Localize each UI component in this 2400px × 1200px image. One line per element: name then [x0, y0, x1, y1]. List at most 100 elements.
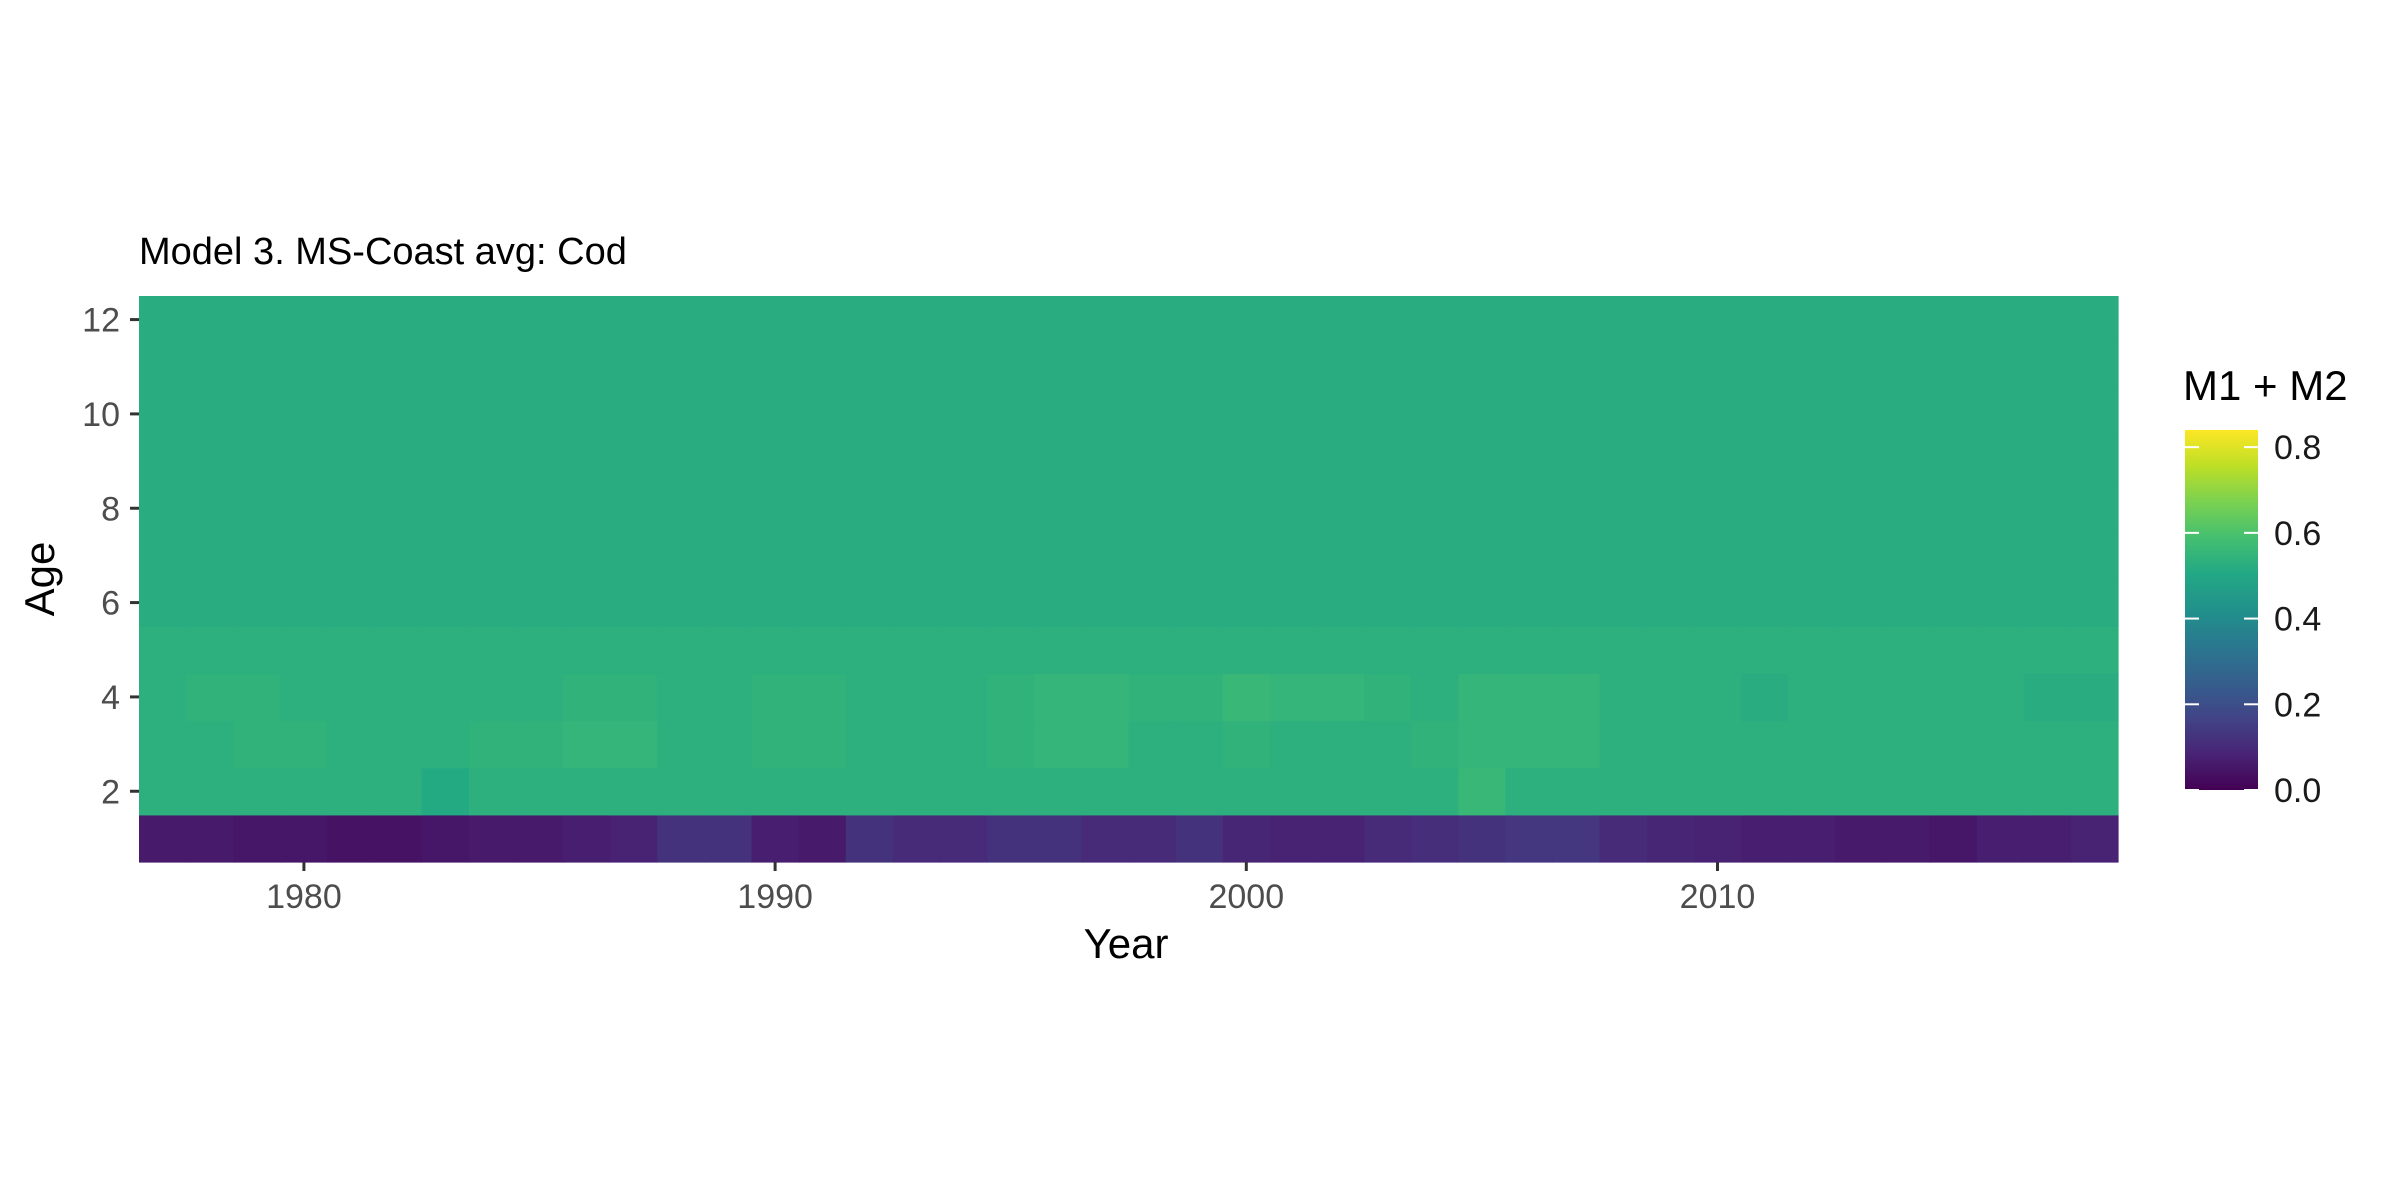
- heatmap-cell: [704, 484, 753, 533]
- heatmap-cell: [468, 343, 517, 391]
- heatmap-cell: [515, 720, 564, 769]
- heatmap-cell: [1269, 437, 1318, 486]
- heatmap-cell: [1646, 814, 1695, 863]
- heatmap-cell: [657, 673, 706, 722]
- heatmap-cell: [139, 720, 187, 769]
- heatmap-cell: [1693, 626, 1742, 674]
- heatmap-cell: [987, 390, 1035, 439]
- heatmap-cell: [1269, 531, 1318, 580]
- heatmap-cell: [704, 437, 753, 486]
- heatmap-cell: [704, 390, 753, 439]
- heatmap-cell: [1081, 767, 1130, 816]
- heatmap-cell: [233, 437, 281, 486]
- heatmap-cell: [139, 390, 187, 439]
- heatmap-cell: [1976, 814, 2025, 863]
- heatmap-cell: [1505, 390, 1554, 439]
- heatmap-cell: [987, 484, 1035, 533]
- heatmap-cell: [1693, 390, 1742, 439]
- heatmap-cell: [987, 720, 1035, 769]
- heatmap-cell: [1882, 626, 1931, 674]
- heatmap-cell: [657, 720, 706, 769]
- heatmap-cell: [186, 296, 234, 344]
- heatmap-cell: [1976, 531, 2025, 580]
- heatmap-cell: [704, 531, 753, 580]
- heatmap-cell: [892, 720, 941, 769]
- heatmap-cell: [1364, 767, 1412, 816]
- heatmap-cell: [233, 296, 281, 344]
- heatmap-cell: [845, 343, 894, 391]
- heatmap-cell: [1882, 579, 1931, 627]
- x-tick-label: 2000: [1208, 878, 1284, 916]
- heatmap-cell: [327, 814, 376, 863]
- heatmap-cell: [1882, 437, 1931, 486]
- heatmap-cell: [327, 484, 376, 533]
- heatmap-cell: [139, 484, 187, 533]
- heatmap-cell: [1741, 767, 1789, 816]
- heatmap-cell: [1316, 437, 1365, 486]
- heatmap-cell: [892, 437, 941, 486]
- heatmap-cell: [233, 814, 281, 863]
- heatmap-cell: [1552, 579, 1601, 627]
- heatmap-cell: [1929, 343, 1978, 391]
- heatmap-cell: [845, 626, 894, 674]
- heatmap-cell: [1128, 720, 1177, 769]
- heatmap-cell: [1741, 484, 1789, 533]
- heatmap-cell: [2023, 296, 2072, 344]
- heatmap-cell: [1175, 814, 1224, 863]
- heatmap-cell: [1316, 767, 1365, 816]
- heatmap-cell: [798, 390, 847, 439]
- heatmap-cell: [1222, 673, 1271, 722]
- heatmap-cell: [1034, 767, 1082, 816]
- heatmap-cell: [845, 296, 894, 344]
- heatmap-cell: [1599, 484, 1648, 533]
- heatmap-cell: [421, 579, 470, 627]
- heatmap-cell: [1788, 531, 1836, 580]
- heatmap-cell: [421, 296, 470, 344]
- heatmap-cell: [1835, 720, 1884, 769]
- heatmap-cell: [1175, 626, 1224, 674]
- heatmap-cell: [1929, 484, 1978, 533]
- heatmap-cell: [657, 484, 706, 533]
- heatmap-cell: [1081, 296, 1130, 344]
- heatmap-cell: [1222, 626, 1271, 674]
- heatmap-cell: [2070, 626, 2119, 674]
- heatmap-cell: [186, 531, 234, 580]
- heatmap-cell: [1222, 437, 1271, 486]
- heatmap-cell: [1646, 720, 1695, 769]
- heatmap-cell: [1741, 390, 1789, 439]
- heatmap-cell: [751, 720, 800, 769]
- heatmap-cell: [940, 767, 988, 816]
- heatmap-cell: [1458, 767, 1507, 816]
- heatmap-cell: [751, 673, 800, 722]
- heatmap-cell: [1128, 296, 1177, 344]
- heatmap-cell: [1741, 814, 1789, 863]
- heatmap-cell: [1882, 390, 1931, 439]
- heatmap-cell: [1741, 296, 1789, 344]
- heatmap-cell: [2023, 626, 2072, 674]
- heatmap-cell: [1316, 626, 1365, 674]
- heatmap-cell: [1788, 579, 1836, 627]
- heatmap-cell: [1505, 484, 1554, 533]
- heatmap-cell: [139, 437, 187, 486]
- heatmap-cell: [751, 767, 800, 816]
- heatmap-cell: [280, 814, 329, 863]
- heatmap-cell: [1693, 484, 1742, 533]
- heatmap-cell: [1693, 343, 1742, 391]
- heatmap-cell: [186, 767, 234, 816]
- heatmap-cell: [1364, 484, 1412, 533]
- heatmap-cell: [1128, 484, 1177, 533]
- heatmap-cell: [1835, 343, 1884, 391]
- heatmap-cell: [1034, 579, 1082, 627]
- heatmap-cell: [468, 626, 517, 674]
- heatmap-cell: [987, 579, 1035, 627]
- heatmap-cell: [1599, 767, 1648, 816]
- y-tick-label: 10: [82, 396, 120, 434]
- heatmap-cell: [1741, 579, 1789, 627]
- heatmap-cell: [845, 673, 894, 722]
- heatmap-cell: [563, 390, 611, 439]
- heatmap-cell: [704, 296, 753, 344]
- heatmap-cell: [1693, 296, 1742, 344]
- heatmap-cell: [1316, 673, 1365, 722]
- heatmap-cells: [139, 296, 2119, 863]
- heatmap-cell: [233, 626, 281, 674]
